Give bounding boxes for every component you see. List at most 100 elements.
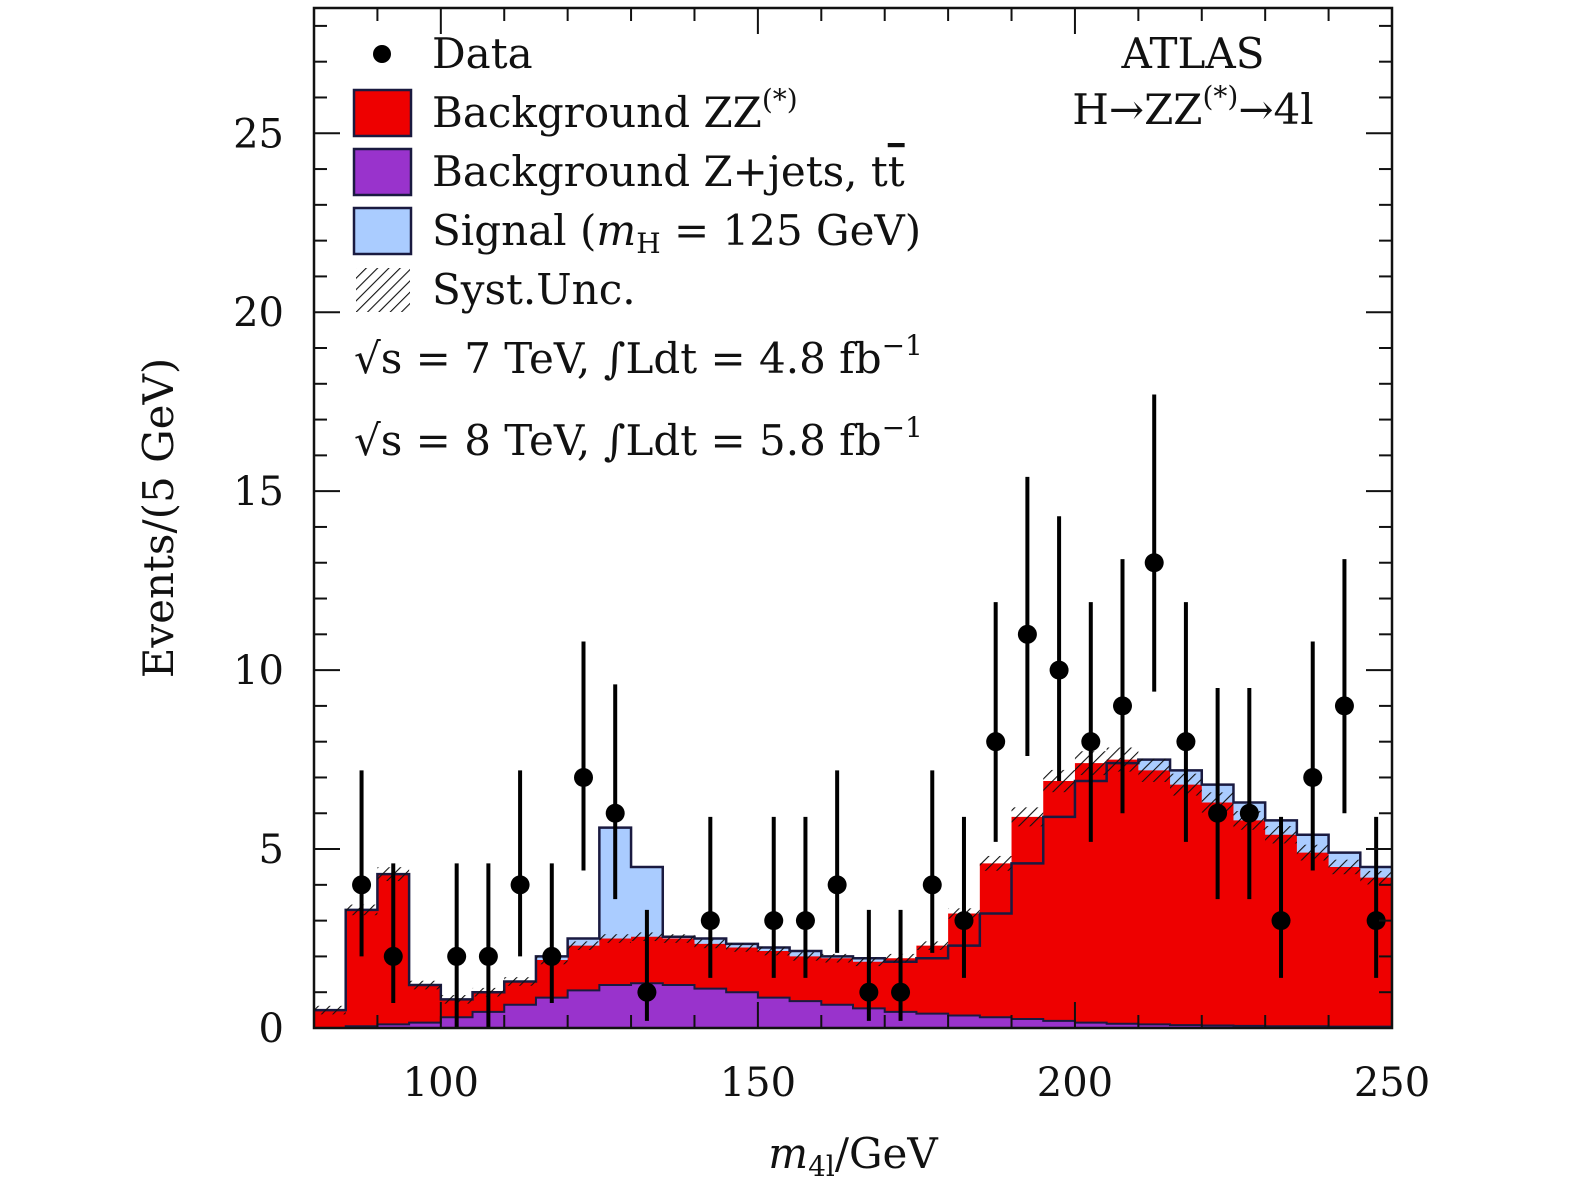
data-point xyxy=(859,909,879,1021)
x-axis-title-subscript: 4l xyxy=(808,1150,835,1183)
y-tick-label: 5 xyxy=(259,827,284,873)
data-marker xyxy=(447,946,467,966)
legend-data-marker xyxy=(373,45,391,63)
legend-signal-text-a: Signal ( xyxy=(432,206,596,255)
data-point xyxy=(1366,816,1386,978)
data-marker xyxy=(478,946,498,966)
syst-band xyxy=(662,934,695,943)
zjets-outline xyxy=(314,982,1392,1028)
data-marker xyxy=(383,946,403,966)
data-point xyxy=(1049,516,1069,782)
legend-signal-m: m xyxy=(596,206,636,255)
data-marker xyxy=(1208,803,1228,823)
data-point xyxy=(1176,602,1196,842)
data-point xyxy=(605,684,625,900)
syst-band xyxy=(599,934,632,943)
data-marker xyxy=(1334,696,1354,716)
data-point xyxy=(922,770,942,953)
legend-zjets-text: Background Z+jets, t xyxy=(432,147,888,196)
data-point xyxy=(510,770,530,957)
process-label-sup: (*) xyxy=(1202,80,1238,113)
x-tick-label: 100 xyxy=(403,1060,479,1106)
data-marker xyxy=(1113,696,1132,716)
data-marker xyxy=(1017,624,1037,644)
data-point xyxy=(1208,688,1228,900)
syst-band xyxy=(567,941,600,950)
data-point xyxy=(478,863,498,1028)
legend-zjets-tbar: t xyxy=(888,147,905,196)
legend-signal-text-b: = 125 GeV) xyxy=(661,206,922,255)
plot-area xyxy=(314,394,1392,1028)
legend-syst-label: Syst.Unc. xyxy=(432,265,636,314)
data-point xyxy=(383,863,403,1003)
legend-zz-text: Background ZZ xyxy=(432,88,762,137)
lumi-7tev-label: √s = 7 TeV, ∫Ldt = 4.8 fb−1 xyxy=(354,329,923,383)
x-axis-title-symbol: m xyxy=(768,1129,808,1178)
legend-zjets-label: Background Z+jets, tt xyxy=(432,147,905,196)
data-point xyxy=(1334,559,1354,814)
data-point xyxy=(542,863,562,1003)
x-axis-title-unit: /GeV xyxy=(835,1129,939,1178)
plot-frame xyxy=(312,6,1394,1030)
data-point xyxy=(1144,394,1164,692)
data-point xyxy=(637,909,657,1021)
data-marker xyxy=(954,911,974,931)
x-tick-label: 150 xyxy=(720,1060,796,1106)
data-point xyxy=(1271,816,1291,978)
data-point xyxy=(700,816,720,978)
data-marker xyxy=(1271,911,1291,931)
data-point xyxy=(986,602,1006,842)
data-marker xyxy=(922,875,942,895)
lumi-8tev-label: √s = 8 TeV, ∫Ldt = 5.8 fb−1 xyxy=(354,411,923,465)
syst-band xyxy=(1328,859,1361,875)
x-axis-title: m4l/GeV xyxy=(768,1129,938,1183)
data-marker xyxy=(352,875,372,895)
legend-zz-label: Background ZZ(*) xyxy=(432,83,798,137)
syst-band xyxy=(821,953,853,963)
legend: Data Background ZZ(*) Background Z+jets,… xyxy=(352,29,923,465)
experiment-label: ATLAS xyxy=(1120,29,1264,78)
data-marker xyxy=(764,911,784,931)
data-marker xyxy=(1239,803,1259,823)
syst-band xyxy=(314,1005,346,1015)
data-point xyxy=(827,770,847,953)
data-point xyxy=(764,816,784,978)
data-point xyxy=(954,816,974,978)
data-marker xyxy=(891,982,911,1002)
y-tick-label: 15 xyxy=(233,469,284,515)
data-point xyxy=(891,909,911,1021)
stacked-histograms xyxy=(314,758,1392,1028)
data-marker xyxy=(510,875,530,895)
data-marker xyxy=(1144,553,1164,573)
lumi-8tev-text: √s = 8 TeV, ∫Ldt = 5.8 fb xyxy=(354,416,882,465)
lumi-8tev-sup: −1 xyxy=(882,411,923,444)
x-tick-label: 200 xyxy=(1037,1060,1113,1106)
data-marker xyxy=(1366,911,1386,931)
data-marker xyxy=(605,803,625,823)
data-point xyxy=(1081,602,1101,842)
data-point xyxy=(1113,559,1132,814)
axis-ticks: 100 150 200 250 0 5 10 15 20 25 xyxy=(233,8,1430,1106)
syst-band xyxy=(726,943,758,952)
legend-zz-swatch xyxy=(352,88,413,138)
data-marker xyxy=(1176,732,1196,752)
legend-signal-sub: H xyxy=(636,227,660,260)
data-marker xyxy=(827,875,847,895)
syst-band xyxy=(979,855,1012,871)
data-point xyxy=(574,641,593,871)
process-label-tail: →4l xyxy=(1238,85,1313,134)
legend-syst-swatch xyxy=(356,268,410,312)
data-point xyxy=(795,816,815,978)
syst-band xyxy=(1011,807,1044,827)
y-tick-label: 0 xyxy=(259,1006,284,1052)
process-label: H→ZZ(*)→4l xyxy=(1072,80,1313,134)
data-marker xyxy=(542,946,562,966)
legend-data-label: Data xyxy=(432,29,533,78)
y-tick-label: 25 xyxy=(233,111,284,157)
data-marker xyxy=(700,911,720,931)
syst-band xyxy=(504,977,536,986)
legend-zjets-swatch xyxy=(352,147,413,197)
process-label-main: H→ZZ xyxy=(1072,85,1202,134)
data-points xyxy=(352,394,1386,1028)
data-marker xyxy=(1303,767,1323,787)
